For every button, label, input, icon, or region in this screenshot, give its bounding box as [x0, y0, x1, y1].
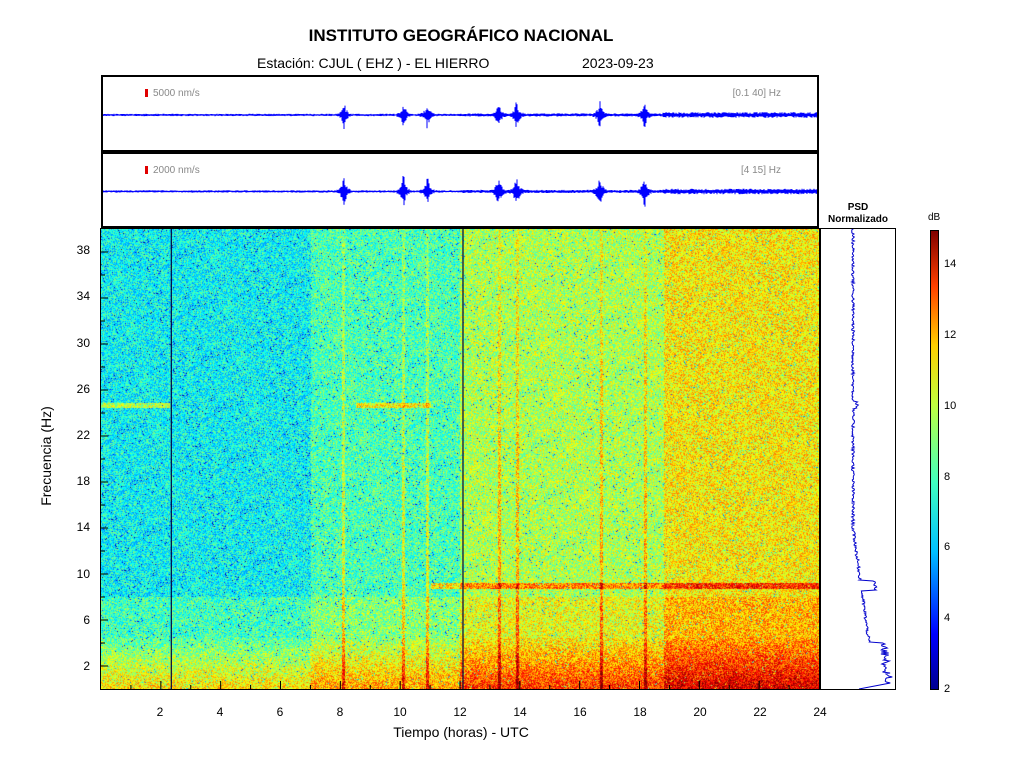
- x-tick-label: 12: [453, 705, 467, 719]
- y-tick-label: 38: [76, 243, 90, 258]
- x-tick-label: 4: [216, 705, 224, 719]
- y-tick-label: 14: [76, 520, 90, 535]
- psd-panel: [820, 228, 896, 690]
- x-tick-label: 16: [573, 705, 587, 719]
- scale-bar-icon: [145, 166, 148, 174]
- scale-label: 2000 nm/s: [153, 165, 200, 176]
- trace-waveform: [103, 176, 817, 207]
- x-tick-label: 24: [813, 705, 827, 719]
- station-label: Estación: CJUL ( EHZ ) - EL HIERRO: [257, 55, 490, 71]
- psd-line: [850, 229, 893, 689]
- colorbar-tick-label: 2: [944, 683, 951, 695]
- colorbar: [930, 230, 939, 690]
- colorbar-tick-label: 8: [944, 470, 951, 483]
- psd-title-line1: PSD: [847, 202, 869, 213]
- colorbar-unit: dB: [928, 212, 941, 223]
- chart-title: INSTITUTO GEOGRÁFICO NACIONAL: [308, 26, 614, 45]
- y-axis-label: Frecuencia (Hz): [38, 406, 54, 506]
- seismogram-trace: [103, 176, 817, 207]
- y-tick-label: 18: [76, 474, 90, 489]
- seismogram-panel-filtered: 2000 nm/s [4 15] Hz: [101, 152, 819, 228]
- scale-label: 5000 nm/s: [153, 88, 200, 99]
- y-tick-label: 34: [76, 289, 90, 304]
- x-tick-label: 22: [753, 705, 767, 719]
- y-tick-label: 10: [76, 566, 90, 581]
- y-tick-label: 22: [76, 427, 90, 442]
- y-tick-label: 2: [83, 658, 90, 673]
- scale-bar-icon: [145, 89, 148, 97]
- y-tick-label: 6: [83, 612, 90, 627]
- psd-curve: [850, 229, 893, 689]
- filter-label: [0.1 40] Hz: [732, 88, 781, 99]
- filter-label: [4 15] Hz: [740, 165, 781, 176]
- y-tick-label: 30: [76, 335, 90, 350]
- seismogram-trace: [103, 101, 817, 129]
- x-tick-label: 18: [633, 705, 647, 719]
- colorbar-tick-label: 10: [944, 399, 957, 412]
- x-tick-label: 2: [156, 705, 164, 719]
- x-tick-label: 8: [336, 705, 344, 719]
- spectrogram-plot: [100, 228, 820, 690]
- x-tick-label: 6: [276, 705, 284, 719]
- psd-title-line2: Normalizado: [827, 214, 888, 225]
- psd-title: PSD Normalizado: [820, 202, 896, 226]
- colorbar-tick-label: 4: [944, 612, 951, 625]
- y-tick-label: 26: [76, 381, 90, 396]
- x-tick-label: 20: [693, 705, 707, 719]
- seismogram-panel-broadband: 5000 nm/s [0.1 40] Hz: [101, 75, 819, 152]
- colorbar-tick-label: 12: [944, 329, 957, 342]
- spectrogram-overlay: [101, 229, 790, 689]
- date-label: 2023-09-23: [582, 55, 654, 71]
- colorbar-tick-label: 6: [944, 541, 951, 554]
- x-axis-label: Tiempo (horas) - UTC: [393, 724, 529, 740]
- x-tick-label: 14: [513, 705, 527, 719]
- colorbar-tick-label: 14: [944, 258, 957, 271]
- trace-waveform: [103, 101, 817, 129]
- x-tick-label: 10: [393, 705, 407, 719]
- spectrogram-heatmap: [101, 229, 819, 689]
